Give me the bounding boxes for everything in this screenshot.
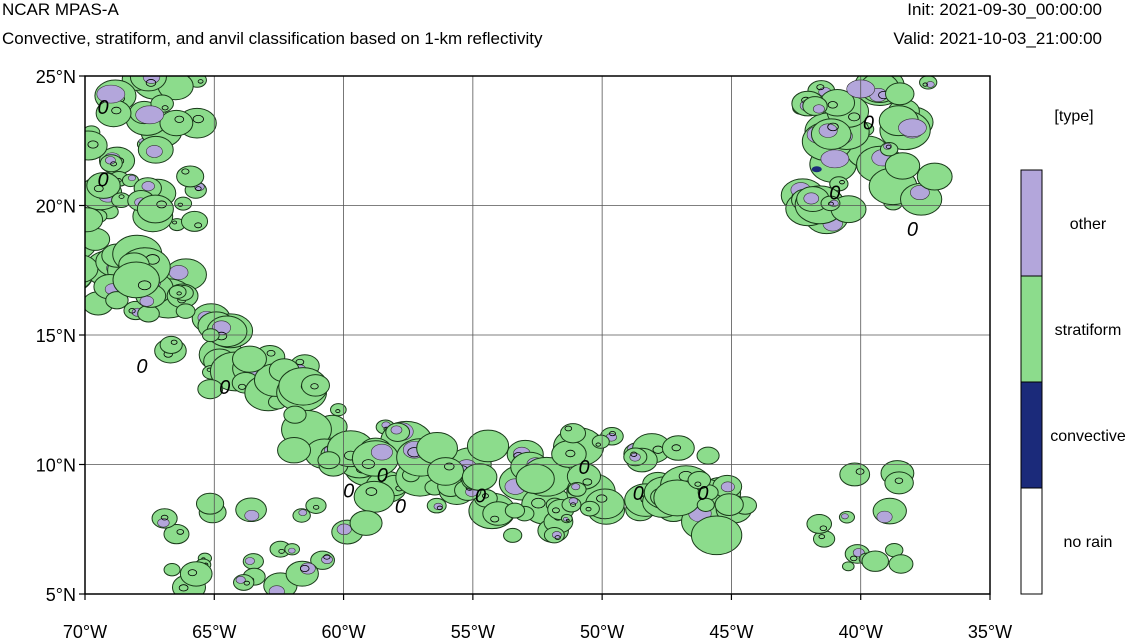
x-tick-label: 55°W (451, 622, 495, 641)
axis-ticks: 70°W 65°W 60°W 55°W 50°W 45°W 40°W 35°W 25°N 20°N… (36, 67, 1012, 641)
contour-label: 0 (907, 219, 918, 241)
y-tick-label: 15°N (36, 326, 76, 346)
contour-label: 0 (343, 480, 354, 502)
x-tick-label: 65°W (192, 622, 236, 641)
map-subtitle: Convective, stratiform, and anvil classi… (2, 29, 543, 48)
contour-label: 0 (578, 457, 589, 479)
legend-swatch (1020, 275, 1043, 383)
contour-label: 0 (863, 113, 874, 135)
contour-label: 0 (697, 483, 708, 505)
legend-label: other (1070, 216, 1107, 233)
init-time-label: Init: 2021-09-30_00:00:00 (907, 0, 1102, 19)
contour-label: 0 (98, 170, 109, 192)
contour-label: 0 (136, 356, 147, 378)
map-title: NCAR MPAS-A (2, 0, 119, 19)
x-tick-label: 50°W (580, 622, 624, 641)
contour-label: 0 (633, 483, 644, 505)
legend-label: convective (1050, 428, 1126, 445)
legend-swatch (1020, 487, 1043, 595)
lat-lon-grid (85, 76, 990, 594)
contour-label: 0 (829, 183, 840, 205)
contour-label: 0 (377, 465, 388, 487)
y-tick-label: 10°N (36, 456, 76, 476)
precipitation-type-field (85, 76, 953, 594)
y-tick-label: 20°N (36, 197, 76, 217)
legend: [type] other stratiform convective no rain (1020, 108, 1126, 595)
contour-label: 0 (219, 377, 230, 399)
legend-title: [type] (1054, 108, 1093, 125)
y-tick-label: 25°N (36, 67, 76, 87)
contour-label: 0 (98, 97, 109, 119)
legend-label: stratiform (1055, 322, 1122, 339)
valid-time-label: Valid: 2021-10-03_21:00:00 (893, 29, 1102, 48)
legend-swatch (1020, 381, 1043, 489)
legend-swatch (1020, 169, 1043, 277)
legend-label: no rain (1064, 534, 1113, 551)
x-tick-label: 70°W (63, 622, 107, 641)
x-tick-label: 40°W (839, 622, 883, 641)
contour-label: 0 (395, 496, 406, 518)
x-tick-label: 35°W (968, 622, 1012, 641)
y-tick-label: 5°N (46, 585, 76, 605)
x-tick-label: 60°W (321, 622, 365, 641)
contour-label: 0 (475, 486, 486, 508)
x-tick-label: 45°W (709, 622, 753, 641)
